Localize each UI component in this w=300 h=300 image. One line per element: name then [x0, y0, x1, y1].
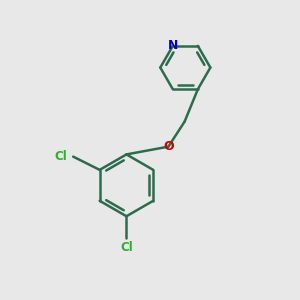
Text: N: N [168, 39, 178, 52]
Text: O: O [163, 140, 174, 153]
Text: Cl: Cl [55, 150, 67, 163]
Text: Cl: Cl [120, 241, 133, 254]
